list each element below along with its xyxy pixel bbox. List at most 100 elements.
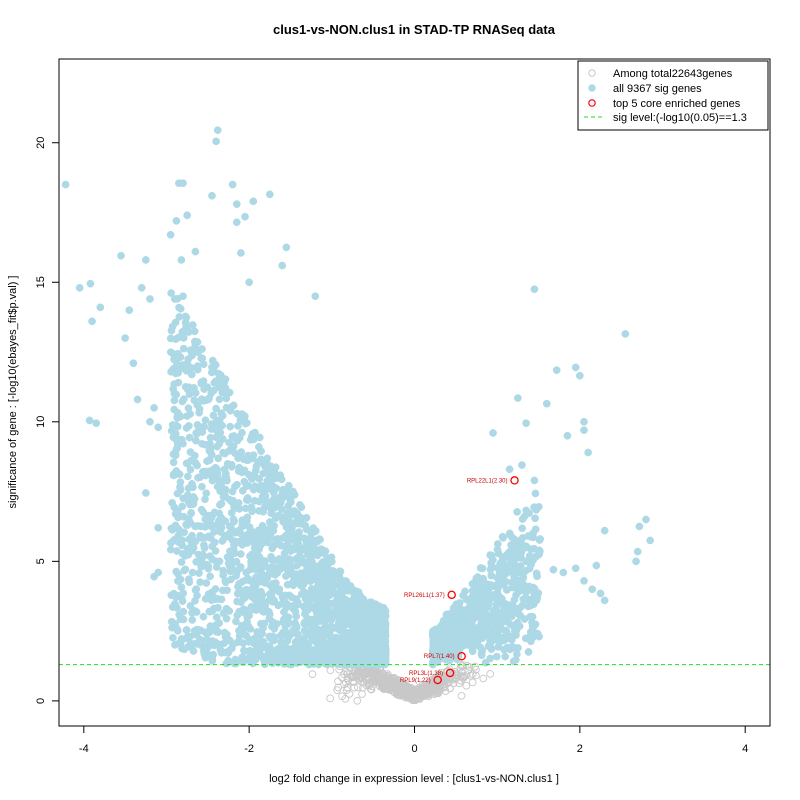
sig-point <box>580 426 588 435</box>
sig-point <box>285 567 293 575</box>
sig-point <box>141 256 150 264</box>
sig-point <box>510 572 518 581</box>
sig-point <box>275 585 284 594</box>
nonsig-point <box>462 681 471 690</box>
sig-point <box>310 655 319 664</box>
sig-point <box>271 500 279 509</box>
sig-point <box>292 612 301 621</box>
nonsig-point <box>457 671 465 680</box>
nonsig-point <box>382 685 391 693</box>
chart-title: clus1-vs-NON.clus1 in STAD-TP RNASeq dat… <box>273 22 556 37</box>
sig-point <box>225 438 233 447</box>
sig-point <box>213 422 221 431</box>
sig-point <box>507 545 516 554</box>
sig-point <box>227 523 235 532</box>
sig-point <box>459 591 467 600</box>
sig-point <box>229 401 238 410</box>
sig-point <box>218 435 227 443</box>
sig-point <box>278 261 287 270</box>
sig-point <box>341 658 350 666</box>
nonsig-point <box>405 693 414 701</box>
core-gene-point <box>510 476 519 485</box>
nonsig-point <box>338 692 346 701</box>
sig-point <box>183 491 192 500</box>
sig-point <box>485 624 494 633</box>
sig-point <box>431 657 440 666</box>
sig-point <box>323 579 332 588</box>
sig-point <box>559 568 568 577</box>
sig-point <box>191 389 200 397</box>
core-gene-label: RPL22L1(2.30) <box>467 478 508 484</box>
sig-point <box>243 494 252 502</box>
sig-point <box>508 583 517 592</box>
sig-point <box>222 614 231 623</box>
sig-point <box>306 615 314 624</box>
sig-point <box>432 637 440 646</box>
sig-point <box>183 412 191 420</box>
sig-point <box>621 330 630 338</box>
sig-point <box>316 545 325 554</box>
sig-point <box>180 645 189 654</box>
sig-point <box>173 626 182 635</box>
sig-point <box>230 541 238 549</box>
nonsig-point <box>341 678 350 687</box>
sig-point <box>322 565 331 574</box>
sig-point <box>284 514 293 523</box>
sig-point <box>505 530 514 539</box>
sig-point <box>470 614 479 623</box>
sig-point <box>179 179 187 188</box>
x-tick-label: 4 <box>742 743 748 755</box>
sig-point <box>327 634 336 642</box>
sig-point <box>489 606 498 615</box>
sig-point <box>176 615 185 624</box>
sig-point <box>244 456 252 465</box>
sig-point <box>201 440 210 449</box>
sig-point <box>241 212 249 221</box>
sig-point <box>293 544 302 553</box>
core-gene-label: RPL3L(1.38) <box>409 671 443 677</box>
nonsig-point <box>353 696 362 705</box>
nonsig-point <box>399 690 407 698</box>
sig-point <box>347 601 356 610</box>
sig-point <box>505 601 513 610</box>
core-gene-label: RPL7(1.40) <box>424 654 455 660</box>
sig-point <box>185 433 194 442</box>
sig-point <box>522 419 530 428</box>
sig-point <box>274 511 283 520</box>
sig-point <box>536 535 545 543</box>
sig-point <box>221 633 230 641</box>
sig-point <box>173 507 182 515</box>
y-axis: 0 5 10 15 20 <box>35 137 60 704</box>
sig-point <box>167 289 175 297</box>
x-tick-label: -4 <box>79 743 89 755</box>
sig-point <box>173 422 182 431</box>
sig-point <box>169 349 177 358</box>
sig-point <box>266 634 275 643</box>
sig-point <box>230 502 238 511</box>
sig-point <box>183 211 191 220</box>
sig-point <box>308 635 317 644</box>
sig-point <box>191 607 199 615</box>
sig-point <box>442 638 451 646</box>
sig-point <box>150 403 158 412</box>
sig-point <box>129 359 138 368</box>
sig-point <box>233 597 241 606</box>
nonsig-point <box>371 671 380 680</box>
nonsig-point <box>353 683 362 692</box>
sig-point <box>455 599 464 607</box>
sig-point <box>327 654 336 663</box>
sig-point <box>208 191 216 200</box>
sig-point <box>232 200 241 208</box>
sig-point <box>178 502 187 511</box>
legend-box <box>577 60 769 131</box>
nonsig-point <box>479 674 488 683</box>
sig-point <box>199 508 208 517</box>
sig-point <box>213 442 221 451</box>
sig-point <box>481 658 490 667</box>
sig-point <box>492 652 501 661</box>
sig-point <box>239 605 248 613</box>
legend-item-sig: all 9367 sig genes <box>613 83 702 95</box>
sig-point <box>375 656 384 665</box>
sig-point <box>170 295 179 303</box>
sig-point <box>313 570 321 579</box>
